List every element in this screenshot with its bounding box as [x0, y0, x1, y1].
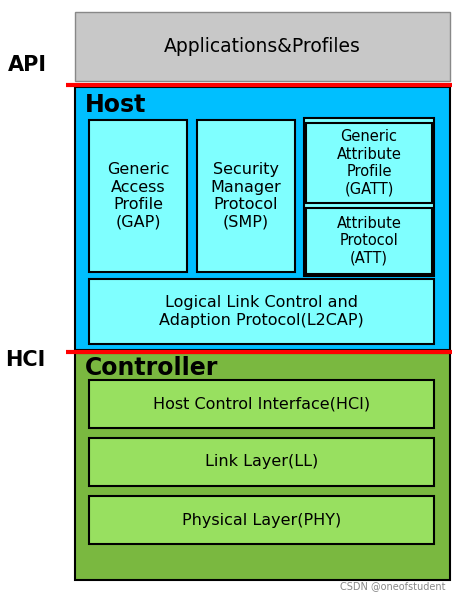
Text: Link Layer(LL): Link Layer(LL): [205, 454, 318, 469]
Text: Attribute
Protocol
(ATT): Attribute Protocol (ATT): [337, 216, 401, 266]
Text: CSDN @oneofstudent: CSDN @oneofstudent: [340, 581, 446, 591]
Bar: [306, 123, 432, 203]
Text: Host Control Interface(HCI): Host Control Interface(HCI): [153, 396, 370, 411]
Bar: [75, 353, 450, 580]
Bar: [89, 438, 434, 486]
Bar: [89, 380, 434, 428]
Text: API: API: [8, 54, 47, 75]
Text: Physical Layer(PHY): Physical Layer(PHY): [182, 512, 341, 528]
Text: Controller: Controller: [85, 356, 218, 380]
Text: Host: Host: [85, 93, 146, 117]
Bar: [89, 496, 434, 544]
Text: Security
Manager
Protocol
(SMP): Security Manager Protocol (SMP): [210, 162, 281, 230]
Text: Generic
Access
Profile
(GAP): Generic Access Profile (GAP): [107, 162, 170, 230]
Bar: [306, 208, 432, 274]
Bar: [75, 87, 450, 350]
Bar: [89, 279, 434, 344]
Bar: [197, 120, 295, 272]
Text: Logical Link Control and
Adaption Protocol(L2CAP): Logical Link Control and Adaption Protoc…: [159, 295, 364, 328]
Text: HCI: HCI: [5, 350, 45, 370]
Text: Generic
Attribute
Profile
(GATT): Generic Attribute Profile (GATT): [337, 129, 401, 197]
Bar: [89, 120, 187, 272]
Text: Applications&Profiles: Applications&Profiles: [165, 37, 361, 56]
Bar: [75, 12, 450, 81]
Bar: [304, 118, 434, 276]
